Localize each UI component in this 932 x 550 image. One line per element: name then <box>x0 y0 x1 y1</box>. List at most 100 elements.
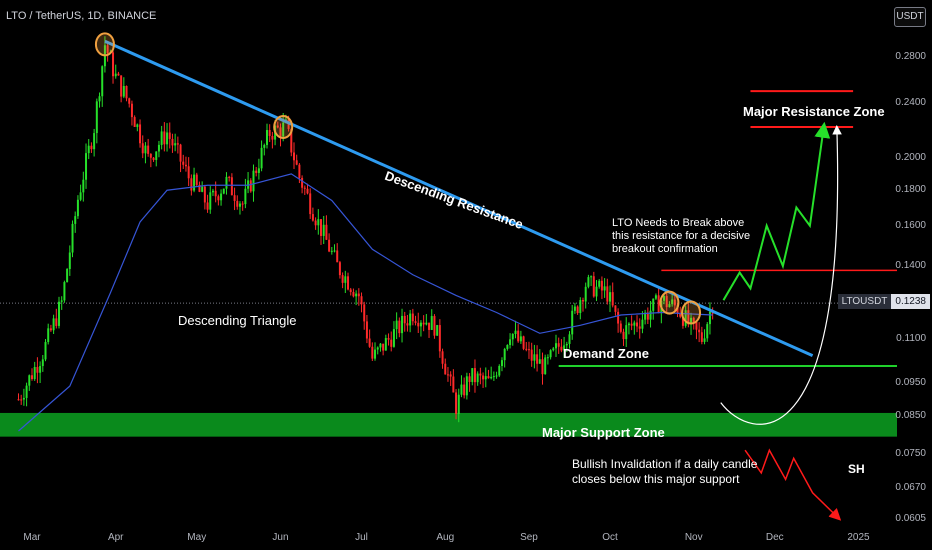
price-tick-label: 0.2400 <box>895 97 926 109</box>
moving-average-line <box>18 173 713 432</box>
candle-body <box>498 365 501 376</box>
candle-body <box>117 73 120 76</box>
candle-body <box>636 322 639 327</box>
candle-body <box>41 359 44 367</box>
candle-body <box>382 343 385 351</box>
touch-point-circle <box>659 290 680 315</box>
time-tick-label: Oct <box>602 532 618 543</box>
candle-body <box>190 178 193 191</box>
candle-body <box>209 192 212 210</box>
candle-body <box>52 318 55 331</box>
candle-body <box>193 174 196 191</box>
candle-body <box>495 375 498 377</box>
candle-body <box>511 333 514 340</box>
last-price-tag: LTOUSDT 0.1238 <box>837 294 930 309</box>
candle-body <box>428 322 431 330</box>
candle-body <box>419 322 422 327</box>
invalidation-note: Bullish Invalidation if a daily candle c… <box>572 457 758 486</box>
candle-body <box>112 52 115 77</box>
candle-body <box>195 174 198 185</box>
candle-body <box>509 339 512 345</box>
candle-body <box>708 311 711 325</box>
candle-body <box>128 98 131 104</box>
candle-body <box>554 343 557 349</box>
candle-body <box>398 320 401 334</box>
candle-body <box>557 343 560 347</box>
candle-body <box>17 399 20 401</box>
candle-body <box>522 336 525 349</box>
candle-body <box>649 310 652 320</box>
candle-body <box>182 161 185 165</box>
candle-body <box>368 338 371 347</box>
demand-zone-label: Demand Zone <box>563 346 649 361</box>
candle-body <box>363 304 366 322</box>
candle-body <box>606 286 609 302</box>
candle-body <box>552 348 555 351</box>
candle-body <box>449 374 452 377</box>
candle-body <box>392 329 395 347</box>
candle-body <box>663 296 666 301</box>
time-tick-label: 2025 <box>847 532 870 543</box>
ticker-price: 0.1238 <box>891 294 930 309</box>
candle-body <box>584 286 587 302</box>
candle-body <box>403 315 406 324</box>
candle-body <box>152 157 155 160</box>
quote-currency-button[interactable]: USDT <box>894 7 926 27</box>
candle-body <box>473 368 476 383</box>
candle-body <box>66 269 69 283</box>
candle-body <box>579 300 582 314</box>
candle-body <box>33 366 36 380</box>
candle-body <box>255 170 258 173</box>
candle-body <box>506 344 509 349</box>
candle-body <box>455 392 458 414</box>
candle-body <box>646 312 649 320</box>
candle-body <box>422 322 425 325</box>
candle-body <box>384 338 387 351</box>
candle-body <box>133 117 136 127</box>
candle-body <box>31 375 33 380</box>
price-tick-label: 0.1600 <box>895 219 926 231</box>
time-tick-label: Jun <box>272 532 289 543</box>
candle-body <box>549 350 552 358</box>
candle-body <box>681 316 684 326</box>
candle-body <box>47 328 50 342</box>
bullish-projection-arrow <box>722 121 831 301</box>
ticker-symbol: LTOUSDT <box>837 294 892 309</box>
candle-body <box>71 223 74 253</box>
candle-body <box>684 310 687 326</box>
candle-body <box>379 343 382 348</box>
candle-body <box>122 86 125 97</box>
candle-body <box>484 376 487 380</box>
scenario-curve-arrow <box>720 124 842 425</box>
candle-body <box>322 224 325 236</box>
candle-body <box>87 145 90 154</box>
price-tick-label: 0.0850 <box>895 410 926 422</box>
touch-point-circle <box>94 32 115 57</box>
time-tick-label: Nov <box>684 532 703 543</box>
candle-body <box>698 329 701 333</box>
candle-body <box>201 186 204 192</box>
candle-body <box>582 300 585 302</box>
candle-body <box>490 376 493 379</box>
candle-body <box>176 143 179 145</box>
candle-body <box>673 299 676 306</box>
price-tick-label: 0.2800 <box>895 51 926 62</box>
candle-body <box>452 376 455 393</box>
candle-body <box>44 341 47 360</box>
candle-body <box>279 127 282 137</box>
resistance-zone-label: Major Resistance Zone <box>743 104 885 119</box>
candle-body <box>544 357 547 375</box>
candle-body <box>217 196 220 201</box>
candle-body <box>349 289 352 292</box>
price-tick-label: 0.1400 <box>895 260 926 271</box>
time-tick-label: Mar <box>23 532 41 543</box>
candle-body <box>336 250 339 263</box>
candle-body <box>311 214 314 221</box>
candle-body <box>438 325 441 352</box>
candle-body <box>590 276 593 278</box>
candle-body <box>341 275 344 283</box>
candle-body <box>436 325 439 336</box>
candle-body <box>641 319 644 329</box>
candle-body <box>58 301 61 326</box>
